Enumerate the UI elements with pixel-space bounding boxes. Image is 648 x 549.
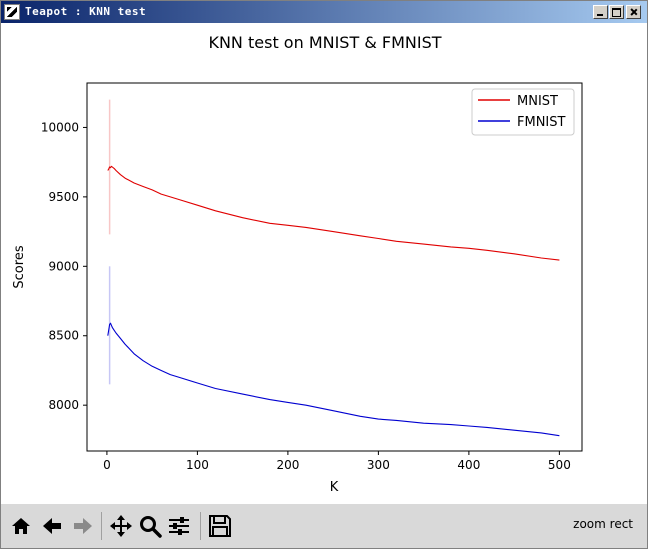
chart-title: KNN test on MNIST & FMNIST [208, 33, 441, 52]
subplots-button[interactable] [166, 513, 191, 538]
y-tick-label: 9500 [48, 190, 79, 204]
pan-icon [109, 514, 132, 537]
title-bar[interactable]: Teapot : KNN test [1, 1, 647, 23]
home-button[interactable] [8, 513, 33, 538]
legend: MNIST FMNIST [471, 88, 575, 136]
series-line-mnist [107, 165, 560, 261]
save-icon [208, 514, 231, 537]
window-title: Teapot : KNN test [25, 5, 147, 18]
y-tick-label: 9000 [48, 259, 79, 273]
zoom-icon [139, 515, 162, 538]
figure-canvas[interactable]: KNN test on MNIST & FMNIST 0 100 200 300 400… [1, 23, 647, 503]
x-tick-label: 100 [186, 458, 209, 472]
y-axis-label: Scores [12, 245, 27, 288]
x-tick-label: 200 [276, 458, 299, 472]
app-icon[interactable] [4, 4, 20, 20]
forward-button[interactable] [70, 513, 95, 538]
series-line-fmnist [107, 322, 560, 437]
toolbar-separator [101, 512, 102, 540]
y-tick-label: 8500 [48, 329, 79, 343]
y-tick-label: 8000 [48, 398, 79, 412]
x-tick-label: 300 [367, 458, 390, 472]
x-tick-label: 400 [457, 458, 480, 472]
y-tick-label: 10000 [41, 120, 79, 134]
x-tick-label: 500 [548, 458, 571, 472]
pan-button[interactable] [108, 513, 133, 538]
chart: KNN test on MNIST & FMNIST 0 100 200 300 400… [12, 33, 583, 495]
legend-label-fmnist: FMNIST [517, 115, 566, 130]
toolbar-separator [200, 512, 201, 540]
x-axis-label: K [330, 480, 339, 495]
minimize-button[interactable] [593, 5, 608, 19]
back-icon [42, 517, 61, 534]
legend-label-mnist: MNIST [517, 94, 558, 109]
configure-subplots-icon [168, 516, 189, 535]
navigation-toolbar: zoom rect [1, 504, 647, 548]
status-message: zoom rect [573, 517, 633, 531]
back-button[interactable] [39, 513, 64, 538]
plot-frame [86, 82, 583, 452]
close-button[interactable] [626, 5, 641, 19]
maximize-button[interactable] [609, 5, 624, 19]
forward-icon [73, 517, 92, 534]
save-button[interactable] [207, 513, 232, 538]
zoom-button[interactable] [137, 513, 162, 538]
home-icon [11, 517, 30, 534]
x-tick-label: 0 [103, 458, 111, 472]
